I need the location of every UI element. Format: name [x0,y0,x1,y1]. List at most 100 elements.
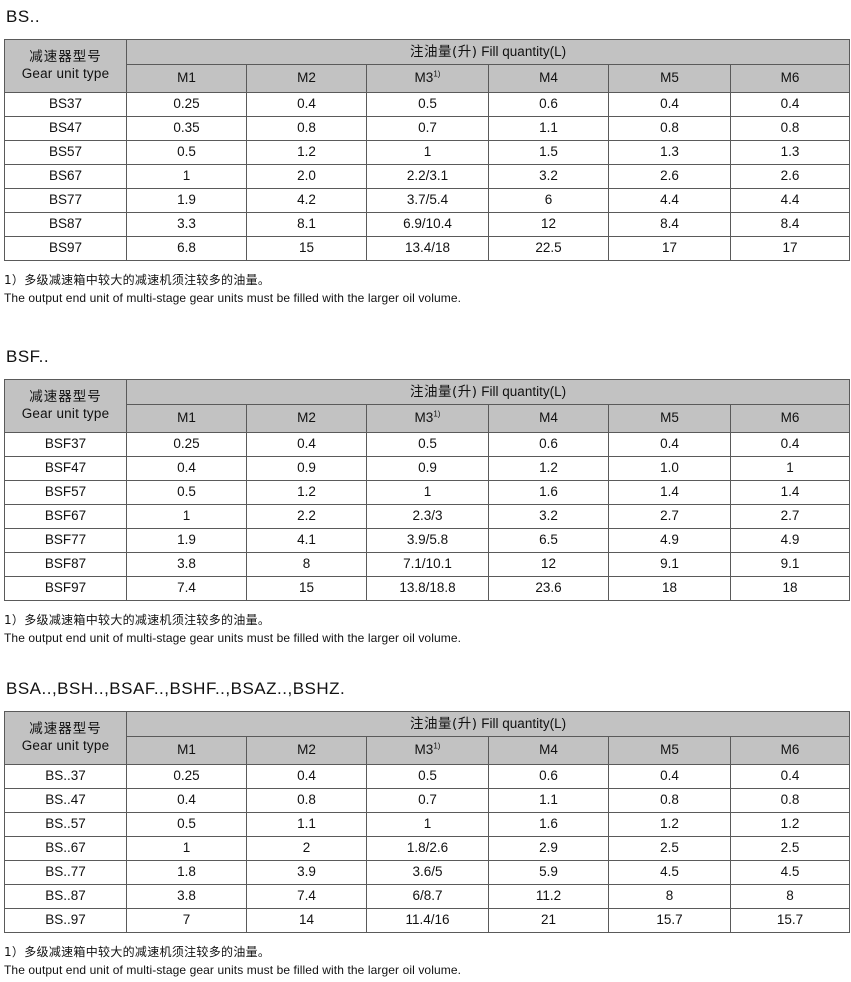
cell-m1: 3.3 [126,212,247,237]
cell-m4: 0.6 [488,92,609,117]
table-row: BS57 0.5 1.2 1 1.5 1.3 1.3 [4,140,851,165]
cell-m3: 0.9 [366,456,489,481]
column-header-gear-unit-type: 减速器型号 Gear unit type [4,379,127,433]
column-header-m1: M1 [126,736,247,765]
table-header: 减速器型号 Gear unit type 注油量(升) Fill quantit… [4,710,851,765]
cell-gear-unit-type: BS..67 [4,836,127,861]
cell-m5: 1.0 [608,456,731,481]
table-footnote: 1）多级减速箱中较大的减速机须注较多的油量。 The output end un… [0,612,850,648]
fill-quantity-label-en: Fill quantity(L) [481,383,567,399]
cell-m4: 0.6 [488,432,609,457]
footnote-text-en: The output end unit of multi-stage gear … [4,963,462,978]
cell-m4: 3.2 [488,504,609,529]
column-header-m4: M4 [488,64,609,93]
cell-m1: 1 [126,504,247,529]
cell-m3: 3.6/5 [366,860,489,885]
cell-m1: 0.4 [126,456,247,481]
column-group-header-fill-quantity: 注油量(升) Fill quantity(L) [125,378,851,406]
cell-m3: 6.9/10.4 [366,212,489,237]
cell-m3: 11.4/16 [366,908,489,933]
table-row: BS97 6.8 15 13.4/18 22.5 17 17 [4,236,851,261]
column-group-header-fill-quantity: 注油量(升) Fill quantity(L) [125,710,851,738]
table-row: BS..47 0.4 0.8 0.7 1.1 0.8 0.8 [4,788,851,813]
cell-m2: 3.9 [246,860,367,885]
footnote-text-en: The output end unit of multi-stage gear … [4,291,462,306]
cell-m3: 2.3/3 [366,504,489,529]
cell-m1: 1.8 [126,860,247,885]
cell-m5: 8.4 [608,212,731,237]
table-row: BS47 0.35 0.8 0.7 1.1 0.8 0.8 [4,116,851,141]
footnote-text-cn: 1）多级减速箱中较大的减速机须注较多的油量。 [4,945,271,959]
column-header-m3-label: M3 [414,410,434,426]
cell-m1: 1.9 [126,188,247,213]
cell-m5: 2.5 [608,836,731,861]
cell-m4: 1.5 [488,140,609,165]
cell-m1: 0.5 [126,140,247,165]
section-bsf: BSF.. 减速器型号 Gear unit type 注油量(升) Fill q… [0,348,851,648]
table-row: BS37 0.25 0.4 0.5 0.6 0.4 0.4 [4,92,851,117]
cell-m6: 18 [729,576,851,601]
cell-m4: 1.1 [488,116,609,141]
column-header-m6: M6 [729,64,851,93]
cell-m5: 0.4 [608,92,731,117]
cell-m2: 0.4 [246,92,367,117]
cell-m1: 3.8 [126,884,247,909]
cell-m6: 8 [729,884,851,909]
table-row: BSF37 0.25 0.4 0.5 0.6 0.4 0.4 [4,432,851,457]
column-header-m2: M2 [246,64,367,93]
cell-m2: 0.9 [246,456,367,481]
cell-m4: 21 [488,908,609,933]
cell-m5: 0.4 [608,764,731,789]
cell-m1: 3.8 [126,552,247,577]
table-footnote: 1）多级减速箱中较大的减速机须注较多的油量。 The output end un… [0,272,850,308]
table-header: 减速器型号 Gear unit type 注油量(升) Fill quantit… [4,38,851,93]
cell-gear-unit-type: BS..77 [4,860,127,885]
cell-m4: 1.2 [488,456,609,481]
cell-gear-unit-type: BS..97 [4,908,127,933]
cell-m2: 1.1 [246,812,367,837]
cell-m1: 0.25 [126,92,247,117]
cell-m6: 0.4 [729,764,851,789]
cell-m6: 2.5 [729,836,851,861]
cell-m1: 1.9 [126,528,247,553]
cell-m3: 1 [366,812,489,837]
cell-m2: 7.4 [246,884,367,909]
cell-m5: 0.4 [608,432,731,457]
table-row: BSF57 0.5 1.2 1 1.6 1.4 1.4 [4,480,851,505]
cell-gear-unit-type: BS67 [4,164,127,189]
table-body: BS37 0.25 0.4 0.5 0.6 0.4 0.4 BS47 0.35 0.8 0.7 1.… [4,92,851,261]
footnote-marker: 1) [433,741,441,751]
cell-m6: 1.4 [729,480,851,505]
cell-m6: 4.5 [729,860,851,885]
column-header-m3-label: M3 [414,70,434,86]
column-header-m3: M31) [366,404,489,433]
table-row: BS67 1 2.0 2.2/3.1 3.2 2.6 2.6 [4,164,851,189]
table-row: BSF77 1.9 4.1 3.9/5.8 6.5 4.9 4.9 [4,528,851,553]
table-row: BSF47 0.4 0.9 0.9 1.2 1.0 1 [4,456,851,481]
cell-m3: 1 [366,480,489,505]
gear-unit-type-label-cn: 减速器型号 [29,49,102,66]
column-header-m4: M4 [488,736,609,765]
column-header-m3-label: M3 [414,742,434,758]
cell-m6: 4.9 [729,528,851,553]
column-header-m5: M5 [608,64,731,93]
cell-gear-unit-type: BSF87 [4,552,127,577]
cell-m2: 4.1 [246,528,367,553]
cell-m5: 15.7 [608,908,731,933]
column-header-m3: M31) [366,736,489,765]
cell-gear-unit-type: BS..37 [4,764,127,789]
cell-m1: 7.4 [126,576,247,601]
section-title: BS.. [6,7,41,26]
cell-m3: 0.5 [366,432,489,457]
table-row: BS77 1.9 4.2 3.7/5.4 6 4.4 4.4 [4,188,851,213]
cell-m4: 1.6 [488,812,609,837]
cell-m5: 8 [608,884,731,909]
gear-unit-type-label-cn: 减速器型号 [29,721,102,738]
cell-m3: 1.8/2.6 [366,836,489,861]
cell-m3: 7.1/10.1 [366,552,489,577]
cell-m2: 2.2 [246,504,367,529]
footnote-text-cn: 1）多级减速箱中较大的减速机须注较多的油量。 [4,613,271,627]
cell-m5: 0.8 [608,116,731,141]
fill-quantity-label-cn: 注油量(升) [409,383,478,400]
